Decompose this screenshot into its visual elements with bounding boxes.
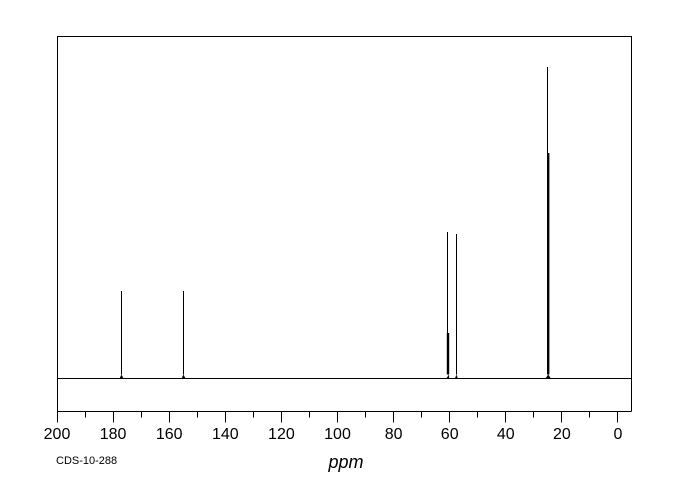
svg-text:60: 60 — [441, 426, 459, 443]
svg-text:180: 180 — [100, 426, 127, 443]
svg-text:200: 200 — [44, 426, 71, 443]
svg-text:100: 100 — [324, 426, 351, 443]
svg-text:140: 140 — [212, 426, 239, 443]
svg-text:0: 0 — [614, 426, 623, 443]
svg-text:ppm: ppm — [327, 452, 363, 472]
svg-text:120: 120 — [268, 426, 295, 443]
svg-text:CDS-10-288: CDS-10-288 — [56, 455, 117, 467]
svg-text:40: 40 — [497, 426, 515, 443]
svg-text:80: 80 — [385, 426, 403, 443]
svg-text:20: 20 — [553, 426, 571, 443]
svg-text:160: 160 — [156, 426, 183, 443]
